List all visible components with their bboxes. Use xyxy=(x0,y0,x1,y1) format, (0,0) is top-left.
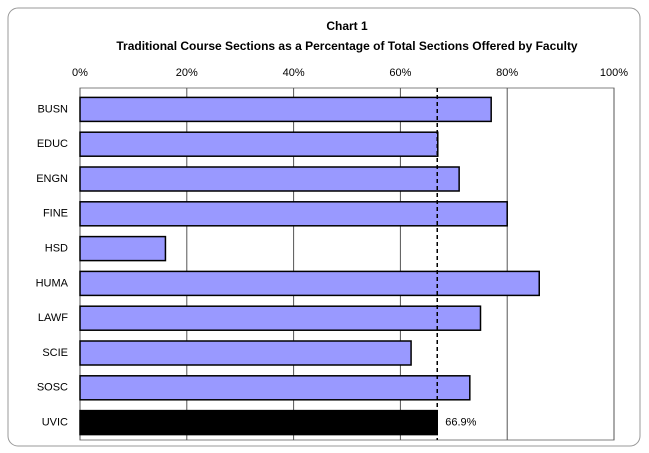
y-tick-label: HUMA xyxy=(36,277,69,289)
y-tick-label: FINE xyxy=(43,208,68,220)
y-tick-label: UVIC xyxy=(42,417,68,429)
bar xyxy=(79,409,438,436)
y-tick-label: ENGN xyxy=(36,173,68,185)
y-tick-label: HSD xyxy=(45,243,68,255)
x-tick-label: 60% xyxy=(389,67,411,79)
y-tick-label: LAWF xyxy=(38,312,68,324)
x-tick-label: 40% xyxy=(283,67,305,79)
x-tick-label: 100% xyxy=(600,67,628,79)
y-tick-label: EDUC xyxy=(37,138,68,150)
y-tick-label: BUSN xyxy=(37,103,68,115)
bar xyxy=(79,270,540,297)
bar xyxy=(79,96,492,123)
x-tick-label: 20% xyxy=(176,67,198,79)
bar xyxy=(79,340,412,366)
x-tick-label: 80% xyxy=(496,67,518,79)
bar xyxy=(79,305,482,331)
bar xyxy=(79,131,439,157)
chart-title: Chart 1 xyxy=(326,19,368,33)
bar xyxy=(79,235,167,262)
y-tick-label: SOSC xyxy=(37,382,68,394)
y-tick-label: SCIE xyxy=(42,347,68,359)
data-label: 66.9% xyxy=(445,417,476,429)
bar xyxy=(79,375,471,401)
bar xyxy=(79,166,460,192)
chart-subtitle: Traditional Course Sections as a Percent… xyxy=(116,39,578,53)
bar xyxy=(79,201,508,227)
x-tick-label: 0% xyxy=(72,67,88,79)
